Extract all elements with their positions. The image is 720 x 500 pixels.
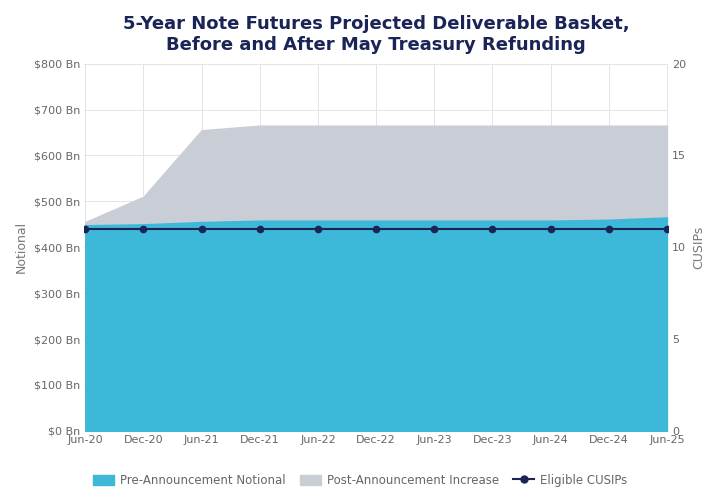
Legend: Pre-Announcement Notional, Post-Announcement Increase, Eligible CUSIPs: Pre-Announcement Notional, Post-Announce… — [88, 469, 632, 492]
Title: 5-Year Note Futures Projected Deliverable Basket,
Before and After May Treasury : 5-Year Note Futures Projected Deliverabl… — [123, 15, 629, 54]
Y-axis label: Notional: Notional — [15, 221, 28, 274]
Y-axis label: CUSIPs: CUSIPs — [692, 226, 705, 269]
